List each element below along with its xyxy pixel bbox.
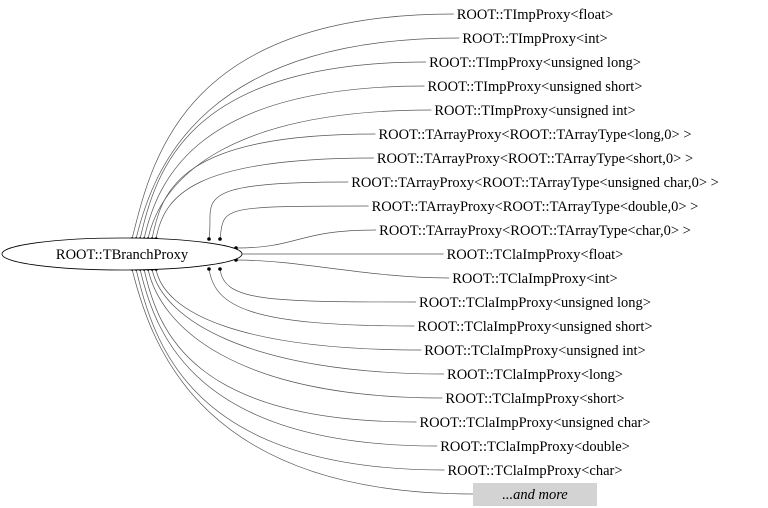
- derived-node-label[interactable]: ROOT::TArrayProxy<ROOT::TArrayType<unsig…: [351, 175, 719, 191]
- more-node[interactable]: ...and more: [473, 483, 597, 506]
- derived-node-label[interactable]: ROOT::TClaImpProxy<int>: [452, 271, 617, 287]
- inheritance-edge: [135, 37, 460, 240]
- arrowhead-icon: [218, 237, 222, 241]
- inheritance-edge: [131, 13, 454, 240]
- root-node-label: ROOT::TBranchProxy: [56, 247, 189, 263]
- inheritance-edge: [135, 268, 445, 471]
- inheritance-edge: [151, 133, 376, 240]
- derived-node-label[interactable]: ROOT::TClaImpProxy<unsigned char>: [419, 415, 650, 431]
- inheritance-edge: [143, 85, 425, 240]
- derived-node-label[interactable]: ROOT::TImpProxy<float>: [457, 7, 614, 23]
- arrowhead-icon: [218, 267, 222, 271]
- derived-node-label[interactable]: ROOT::TImpProxy<int>: [462, 31, 607, 47]
- derived-node-label[interactable]: ROOT::TClaImpProxy<float>: [447, 247, 624, 263]
- derived-node-label[interactable]: ROOT::TImpProxy<unsigned long>: [429, 55, 641, 71]
- derived-node-label[interactable]: ROOT::TClaImpProxy<long>: [447, 367, 623, 383]
- inheritance-edge: [143, 268, 417, 423]
- arrowhead-icon: [207, 267, 211, 271]
- inheritance-edge: [139, 61, 427, 240]
- inheritance-edge: [131, 268, 474, 495]
- derived-node-label[interactable]: ROOT::TClaImpProxy<char>: [447, 463, 622, 479]
- inheritance-edge: [208, 268, 415, 327]
- derived-node-label[interactable]: ROOT::TClaImpProxy<unsigned int>: [424, 343, 645, 359]
- derived-node-label[interactable]: ROOT::TArrayProxy<ROOT::TArrayType<long,…: [378, 127, 691, 143]
- inheritance-edge: [155, 157, 374, 240]
- inheritance-edge: [235, 229, 377, 249]
- inheritance-edge: [139, 268, 438, 447]
- inheritance-edge: [235, 259, 450, 279]
- inheritance-edge: [155, 268, 422, 351]
- inheritance-edge: [147, 268, 443, 399]
- more-node-box: [473, 483, 597, 506]
- edges: [130, 13, 474, 495]
- inheritance-edge: [147, 109, 432, 240]
- derived-node-label[interactable]: ROOT::TArrayProxy<ROOT::TArrayType<doubl…: [372, 199, 699, 215]
- derived-node-label[interactable]: ROOT::TArrayProxy<ROOT::TArrayType<char,…: [379, 223, 691, 239]
- root-node-ellipse: [1, 237, 243, 271]
- inheritance-edge: [208, 181, 349, 240]
- derived-node-label[interactable]: ROOT::TClaImpProxy<unsigned short>: [417, 319, 652, 335]
- more-node-label: ...and more: [502, 487, 568, 503]
- inheritance-edge: [219, 205, 369, 240]
- root-node[interactable]: ROOT::TBranchProxy: [1, 237, 243, 271]
- arrowhead-icon: [207, 237, 211, 241]
- derived-node-label[interactable]: ROOT::TImpProxy<unsigned short>: [427, 79, 642, 95]
- derived-node-label[interactable]: ROOT::TClaImpProxy<short>: [445, 391, 624, 407]
- derived-node-label[interactable]: ROOT::TArrayProxy<ROOT::TArrayType<short…: [377, 151, 693, 167]
- derived-node-label[interactable]: ROOT::TImpProxy<unsigned int>: [434, 103, 635, 119]
- derived-node-label[interactable]: ROOT::TClaImpProxy<double>: [440, 439, 630, 455]
- derived-node-label[interactable]: ROOT::TClaImpProxy<unsigned long>: [419, 295, 651, 311]
- inheritance-edge: [219, 268, 417, 303]
- inheritance-edge: [151, 268, 445, 375]
- derived-nodes: ROOT::TImpProxy<float>ROOT::TImpProxy<in…: [351, 7, 719, 479]
